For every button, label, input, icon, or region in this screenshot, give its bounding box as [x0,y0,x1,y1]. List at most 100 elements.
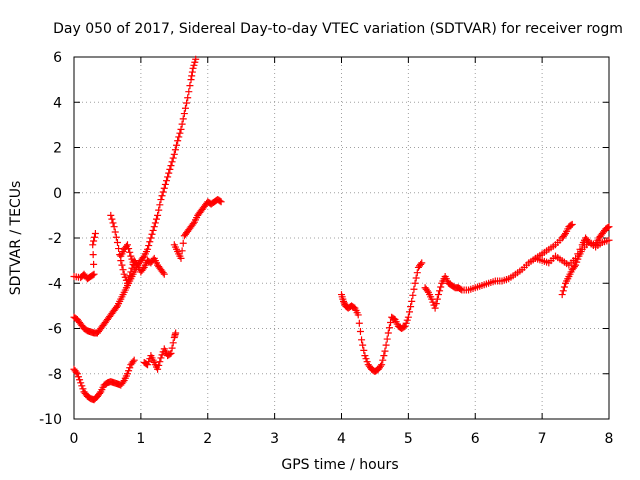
x-tick-labels: 0 1 2 3 4 5 6 7 8 [70,431,614,447]
x-tick-label: 2 [203,431,212,447]
data-point [413,269,421,277]
data-point [402,319,410,327]
data-point [434,291,442,299]
data-point [423,287,431,295]
data-point [176,129,184,137]
data-point [184,94,192,102]
data-point [145,358,153,366]
data-point [385,324,393,332]
data-point [384,329,392,337]
data-point [437,283,445,291]
grid [74,57,609,419]
data-point [403,316,411,324]
data-point [118,261,126,269]
data-point [89,251,97,259]
data-point [180,110,188,118]
data-point [152,215,160,223]
data-point [187,76,195,84]
data-point [124,241,131,249]
data-point [418,259,426,267]
data-point [559,287,567,295]
data-point [574,255,582,263]
data-point [72,368,80,376]
y-tick-label: -8 [48,367,62,383]
data-point [159,269,167,277]
data-point [164,173,172,181]
data-point [158,192,166,200]
data-point [130,356,138,364]
data-point [354,311,362,319]
data-point [156,201,164,209]
data-point [161,180,169,188]
data-point [568,220,576,228]
data-point [355,319,363,327]
data-point [90,260,98,268]
data-point [188,72,196,80]
y-tick-label: 2 [53,141,62,157]
data-point [150,223,158,231]
data-point [340,299,348,307]
x-axis-label: GPS time / hours [281,457,398,473]
data-point [125,245,133,253]
data-point [189,220,197,228]
series-track-k [558,223,613,299]
data-point [125,275,133,283]
data-point [178,247,186,255]
data-point [139,254,147,262]
data-point [192,55,200,63]
data-point [188,68,196,76]
data-point [177,254,185,262]
data-point [147,234,155,242]
data-point [409,291,417,299]
data-point [191,58,199,66]
data-point [166,165,174,173]
data-point [108,215,116,223]
x-tick-label: 6 [471,431,480,447]
data-point [127,252,135,260]
data-point [151,219,159,227]
data-point [166,350,174,358]
data-point [407,303,415,311]
series-track-g [140,329,180,373]
data-point [76,376,84,384]
data-point [362,355,370,363]
data-point [120,270,128,278]
data-point [89,241,97,249]
data-point [119,378,127,386]
data-point [387,318,395,326]
data-point [139,265,147,273]
data-point [125,367,133,375]
series-track-c [107,211,168,287]
data-point [124,370,131,378]
x-tick-label: 5 [404,431,413,447]
data-point [175,133,183,141]
data-point [572,261,580,269]
data-point [124,279,131,287]
data-point [189,64,197,72]
data-point [91,233,99,241]
data-point [110,223,118,231]
data-point [167,349,175,357]
chart-title: Day 050 of 2017, Sidereal Day-to-day VTE… [53,21,623,37]
data-point [158,351,166,359]
y-tick-label: 6 [53,50,62,66]
data-point [148,230,156,238]
data-point [378,361,386,369]
y-tick-labels: -10 -8 -6 -4 -2 0 2 4 6 [39,50,62,428]
data-point [157,196,165,204]
x-tick-label: 1 [136,431,145,447]
data-point [177,125,185,133]
data-point [183,99,191,107]
series-track-f [70,356,138,404]
data-point [570,263,578,271]
y-tick-label: -2 [48,231,62,247]
data-point [401,322,409,330]
data-point [173,141,181,149]
data-point [457,285,465,293]
x-tick-label: 8 [605,431,614,447]
data-point [169,154,177,162]
data-point [78,382,86,390]
data-point [160,270,168,278]
y-tick-label: -6 [48,322,62,338]
